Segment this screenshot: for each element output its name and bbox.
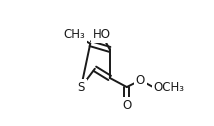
Text: O: O xyxy=(122,99,131,112)
Text: O: O xyxy=(136,74,145,87)
Text: CH₃: CH₃ xyxy=(63,28,85,41)
Text: S: S xyxy=(77,81,85,93)
Text: OCH₃: OCH₃ xyxy=(153,81,184,93)
Text: HO: HO xyxy=(93,28,111,41)
